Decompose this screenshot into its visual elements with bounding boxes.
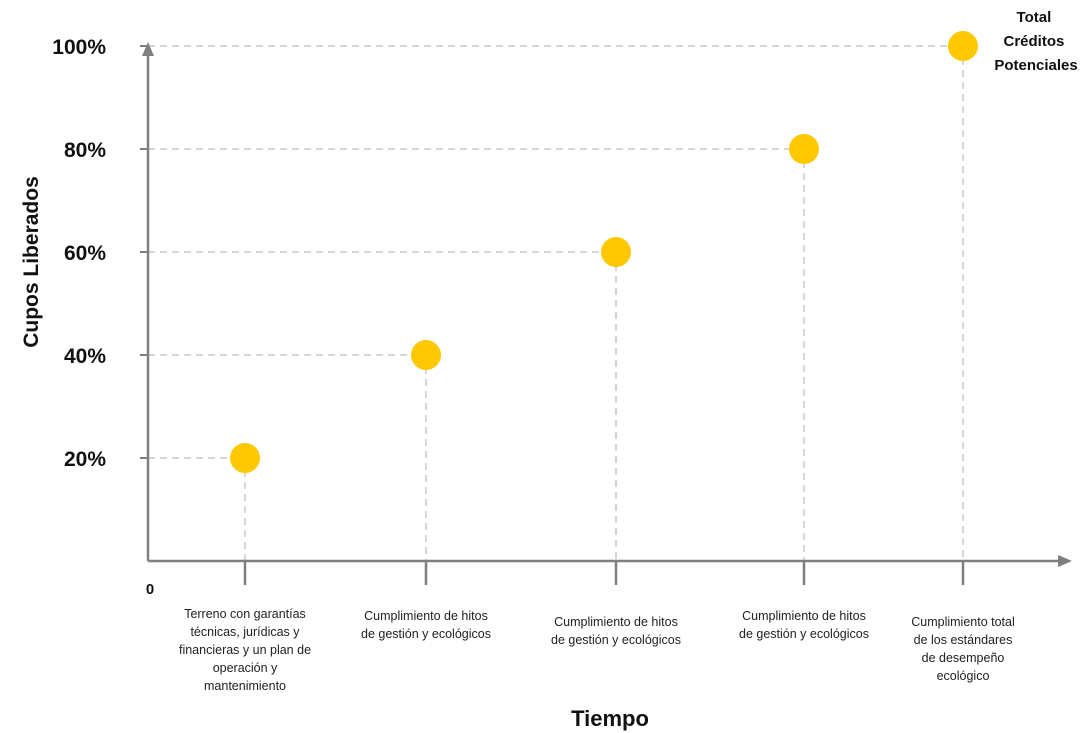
guide-lines (148, 45, 964, 561)
category-label-line: de desempeño (922, 651, 1005, 665)
category-label-line: Cumplimiento de hitos (364, 609, 488, 623)
origin-label: 0 (146, 581, 154, 598)
category-label: Cumplimiento total de los estándares de de… (911, 615, 1015, 683)
data-point (948, 31, 978, 61)
y-tick-label: 80% (64, 139, 106, 162)
category-label-line: ecológico (937, 669, 990, 683)
category-label: Cumplimiento de hitos de gestión y ecológ… (551, 615, 681, 647)
category-label-line: de gestión y ecológicos (739, 627, 869, 641)
category-label: Terreno con garantías técnicas, jurídicas… (179, 607, 311, 693)
y-axis-title: Cupos Liberados (20, 176, 43, 348)
data-points (230, 31, 978, 473)
data-point (411, 340, 441, 370)
y-tick-label: 20% (64, 448, 106, 471)
category-label-line: Terreno con garantías (184, 607, 306, 621)
total-annotation-line: Potenciales (994, 57, 1077, 74)
category-label-line: Cumplimiento total (911, 615, 1015, 629)
category-label-line: mantenimiento (204, 679, 286, 693)
axes (142, 42, 1072, 567)
total-annotation-line: Créditos (1003, 33, 1064, 50)
data-point (601, 237, 631, 267)
labels: 0 Tiempo Cupos Liberados Total Créditos … (20, 9, 1078, 731)
x-axis-arrow (1058, 555, 1072, 567)
category-label-line: financieras y un plan de (179, 643, 311, 657)
y-tick-label: 60% (64, 242, 106, 265)
y-tick-label: 40% (64, 345, 106, 368)
x-axis-title: Tiempo (571, 706, 649, 731)
category-label-line: Cumplimiento de hitos (554, 615, 678, 629)
total-annotation-line: Total (1017, 9, 1052, 26)
data-point (230, 443, 260, 473)
data-point (789, 134, 819, 164)
category-label-line: Cumplimiento de hitos (742, 609, 866, 623)
category-label-line: operación y (213, 661, 278, 675)
y-tick-label: 100% (52, 36, 106, 59)
category-label-line: de gestión y ecológicos (361, 627, 491, 641)
category-label-line: técnicas, jurídicas y (190, 625, 300, 639)
category-label: Cumplimiento de hitos de gestión y ecológ… (739, 609, 869, 641)
category-label-line: de los estándares (914, 633, 1013, 647)
ticks: 20% 40% 60% 80% 100% (52, 36, 965, 585)
y-axis-arrow (142, 42, 154, 56)
category-label-line: de gestión y ecológicos (551, 633, 681, 647)
category-label: Cumplimiento de hitos de gestión y ecológ… (361, 609, 491, 641)
total-annotation: Total Créditos Potenciales (994, 9, 1077, 74)
